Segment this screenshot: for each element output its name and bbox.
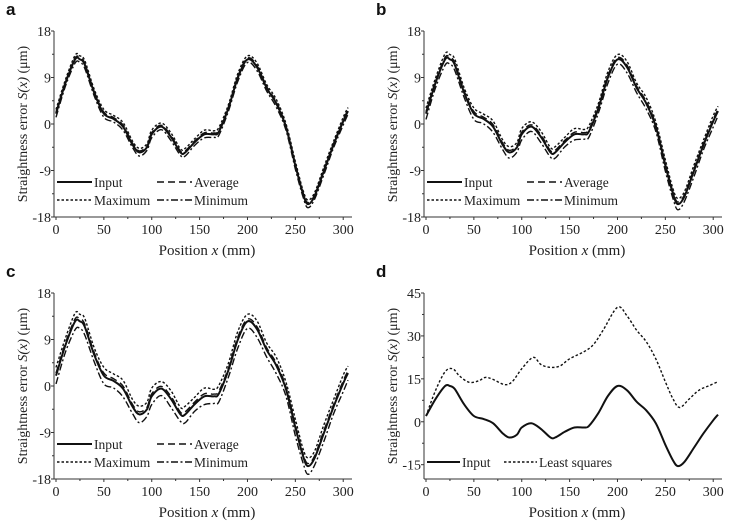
y-tick-label: -18 [402,211,421,226]
x-tick-label: 200 [607,223,628,238]
panel-label: d [376,262,387,281]
x-tick-label: 50 [467,485,481,500]
y-tick-label: -15 [402,459,421,474]
panel-label: a [6,0,16,19]
x-tick-label: 300 [333,485,354,500]
series-average [425,54,719,203]
y-tick-label: 0 [44,118,51,133]
x-tick-label: 150 [189,223,210,238]
y-tick-label: 9 [414,72,421,87]
series-least-squares [425,306,719,417]
x-tick-label: 150 [189,485,210,500]
x-tick-label: 0 [423,485,430,500]
y-tick-label: -9 [409,165,421,180]
y-tick-label: -9 [39,165,51,180]
y-tick-label: 0 [44,380,51,395]
legend-label: Input [94,175,123,190]
chart-a: -18 -9 0 9 18 0 50 100 150 200 250 300 Position x (m… [16,25,354,259]
x-tick-label: 50 [467,223,481,238]
chart-c: -18 -9 0 9 18 0 50 100 150 200 250 300 Position x (m… [16,287,354,521]
series-average [55,55,349,204]
legend-label: Input [464,175,493,190]
x-tick-label: 150 [559,223,580,238]
y-axis-label: Straightness error S(x) (μm) [16,45,31,202]
legend-label: Minimum [194,193,249,208]
series-minimum [425,62,719,211]
x-tick-label: 250 [285,223,306,238]
y-tick-label: 30 [407,330,421,345]
x-tick-label: 300 [703,223,724,238]
legend-label: Minimum [564,193,619,208]
x-tick-label: 250 [655,485,676,500]
chart-b: -18 -9 0 9 18 0 50 100 150 200 250 300 Position x (m… [386,25,724,259]
x-tick-label: 150 [559,485,580,500]
x-tick-label: 250 [285,485,306,500]
legend-label: Average [194,437,239,452]
legend-label: Input [462,455,491,470]
legend-label: Average [564,175,609,190]
y-tick-label: 15 [407,373,421,388]
x-tick-label: 100 [511,485,532,500]
series-input [425,56,719,206]
y-tick-label: -18 [32,473,51,488]
x-axis-label: Position x (mm) [159,243,256,259]
series-maximum [425,51,719,200]
y-tick-label: 18 [407,25,421,40]
series-input [55,56,349,206]
x-tick-label: 50 [97,223,111,238]
x-tick-label: 100 [141,223,162,238]
x-tick-label: 200 [237,223,258,238]
panel-label: c [6,262,16,281]
legend-label: Least squares [539,455,612,470]
legend-label: Input [94,437,123,452]
x-tick-label: 250 [655,223,676,238]
legend-label: Maximum [94,455,151,470]
series-maximum [55,310,349,459]
y-tick-label: -9 [39,427,51,442]
legend-label: Average [194,175,239,190]
y-axis-label: Straightness error S(x) (μm) [386,45,401,202]
panel-b: b -18 -9 0 9 18 0 50 100 150 200 250 300 Position x … [370,0,739,262]
x-axis-label: Position x (mm) [529,243,626,259]
panel-d: d -15 0 15 30 45 0 50 100 150 200 250 300 Position x… [370,262,739,524]
legend-label: Minimum [194,455,249,470]
x-tick-label: 0 [53,485,60,500]
x-tick-label: 50 [97,485,111,500]
panel-a: a -18 -9 0 9 18 0 50 100 150 200 250 300 Position x … [0,0,369,262]
x-tick-label: 0 [423,223,430,238]
series-input [425,383,719,468]
legend-label: Maximum [464,193,521,208]
y-tick-label: 9 [44,334,51,349]
panel-label: b [376,0,387,19]
y-tick-label: 0 [414,118,421,133]
y-tick-label: 9 [44,72,51,87]
x-axis-label: Position x (mm) [159,505,256,521]
series-average [55,316,349,465]
y-axis-label: Straightness error S(x) (μm) [16,307,31,464]
y-tick-label: 45 [407,287,421,302]
y-tick-label: 18 [37,25,51,40]
x-tick-label: 200 [607,485,628,500]
series-minimum [55,60,349,209]
y-axis-label: Straightness error S(x) (μm) [386,307,401,464]
x-axis-label: Position x (mm) [529,505,626,521]
series-minimum [55,326,349,476]
y-tick-label: 0 [414,416,421,431]
x-tick-label: 300 [333,223,354,238]
y-tick-label: 18 [37,287,51,302]
x-tick-label: 300 [703,485,724,500]
y-tick-label: -18 [32,211,51,226]
series-input [55,318,349,468]
x-tick-label: 100 [511,223,532,238]
x-tick-label: 0 [53,223,60,238]
x-tick-label: 100 [141,485,162,500]
x-tick-label: 200 [237,485,258,500]
legend-label: Maximum [94,193,151,208]
panel-c: c -18 -9 0 9 18 0 50 100 150 200 250 300 Position x … [0,262,369,524]
